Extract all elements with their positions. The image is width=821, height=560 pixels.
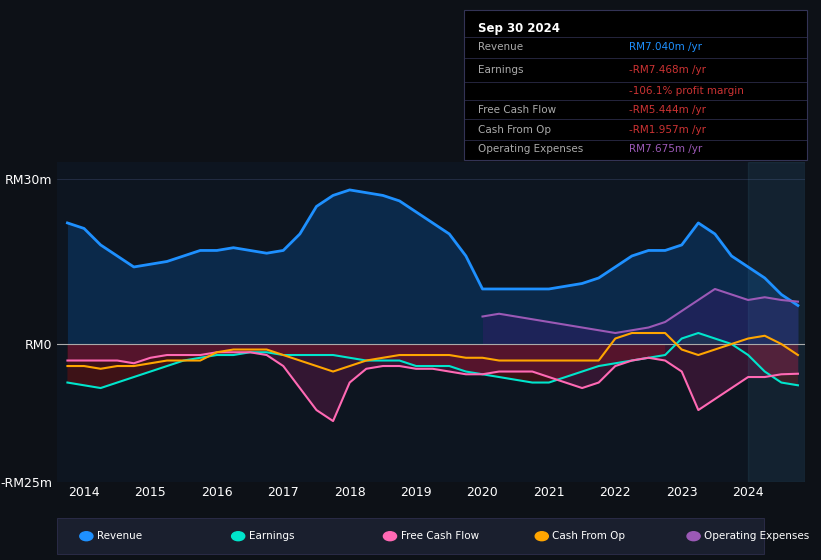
Text: Operating Expenses: Operating Expenses (478, 144, 583, 154)
Text: -RM5.444m /yr: -RM5.444m /yr (629, 105, 705, 115)
Text: Operating Expenses: Operating Expenses (704, 531, 810, 541)
Text: Revenue: Revenue (97, 531, 142, 541)
Text: Sep 30 2024: Sep 30 2024 (478, 21, 560, 35)
Text: -RM7.468m /yr: -RM7.468m /yr (629, 65, 705, 75)
Text: RM7.040m /yr: RM7.040m /yr (629, 43, 702, 53)
Text: Cash From Op: Cash From Op (478, 125, 551, 135)
Text: Earnings: Earnings (478, 65, 523, 75)
Text: Free Cash Flow: Free Cash Flow (401, 531, 479, 541)
Text: RM7.675m /yr: RM7.675m /yr (629, 144, 702, 154)
Text: -106.1% profit margin: -106.1% profit margin (629, 86, 744, 96)
Text: Free Cash Flow: Free Cash Flow (478, 105, 556, 115)
Text: Earnings: Earnings (249, 531, 295, 541)
Text: Cash From Op: Cash From Op (553, 531, 626, 541)
Bar (748, 162, 805, 482)
Text: Revenue: Revenue (478, 43, 523, 53)
Text: -RM1.957m /yr: -RM1.957m /yr (629, 125, 705, 135)
